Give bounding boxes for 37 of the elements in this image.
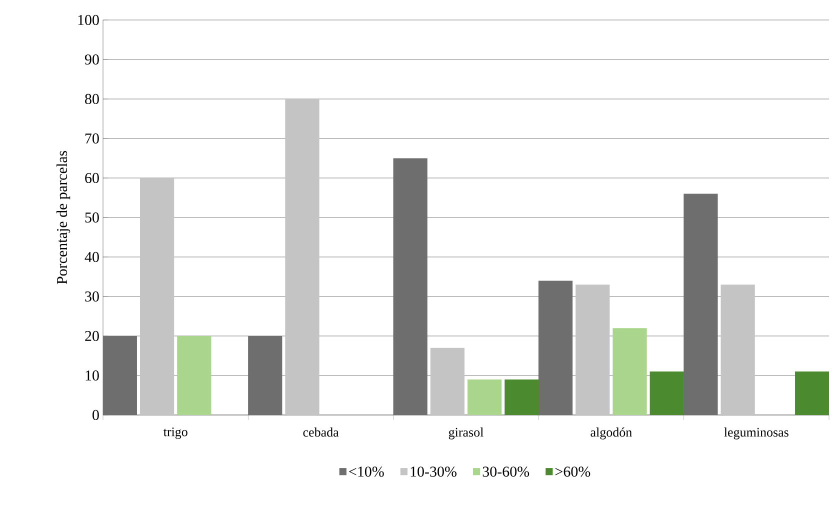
y-tick-label: 90 bbox=[84, 54, 99, 65]
y-tick-label: 100 bbox=[78, 14, 99, 26]
y-tick-label: 70 bbox=[85, 133, 99, 144]
bar bbox=[576, 284, 610, 415]
bar bbox=[720, 284, 755, 415]
y-axis-title: Porcentaje de parcelas bbox=[56, 150, 70, 284]
y-tick-label: 30 bbox=[85, 291, 99, 302]
y-tick-label: 20 bbox=[85, 330, 99, 342]
bar bbox=[393, 158, 428, 415]
bar bbox=[430, 348, 465, 415]
bar bbox=[103, 336, 137, 415]
legend-label: 30-60% bbox=[482, 466, 530, 477]
bar bbox=[177, 336, 212, 415]
y-tick-label: 80 bbox=[85, 94, 99, 104]
x-tick-label: girasol bbox=[448, 428, 484, 440]
y-tick-label: 0 bbox=[92, 410, 99, 420]
x-tick-label: cebada bbox=[303, 428, 339, 437]
bar bbox=[612, 328, 647, 415]
bar bbox=[538, 280, 573, 415]
y-tick-label: 40 bbox=[84, 252, 99, 262]
bar bbox=[795, 372, 829, 415]
y-tick-label: 50 bbox=[85, 212, 99, 223]
x-tick-label: algodón bbox=[590, 428, 632, 440]
y-tick-label: 60 bbox=[85, 172, 99, 184]
bar bbox=[140, 178, 174, 415]
bar bbox=[285, 98, 320, 415]
bar bbox=[650, 372, 684, 415]
x-tick-label: trigo bbox=[163, 428, 188, 439]
legend-label: <10% bbox=[349, 466, 384, 477]
x-tick-label: leguminosas bbox=[724, 428, 788, 440]
bar bbox=[684, 194, 718, 415]
legend-label: >60% bbox=[555, 466, 590, 477]
y-tick-label: 10 bbox=[86, 370, 99, 381]
legend-label: 10-30% bbox=[410, 466, 456, 477]
bar bbox=[504, 379, 539, 415]
bar bbox=[468, 379, 502, 415]
bar bbox=[248, 336, 282, 415]
